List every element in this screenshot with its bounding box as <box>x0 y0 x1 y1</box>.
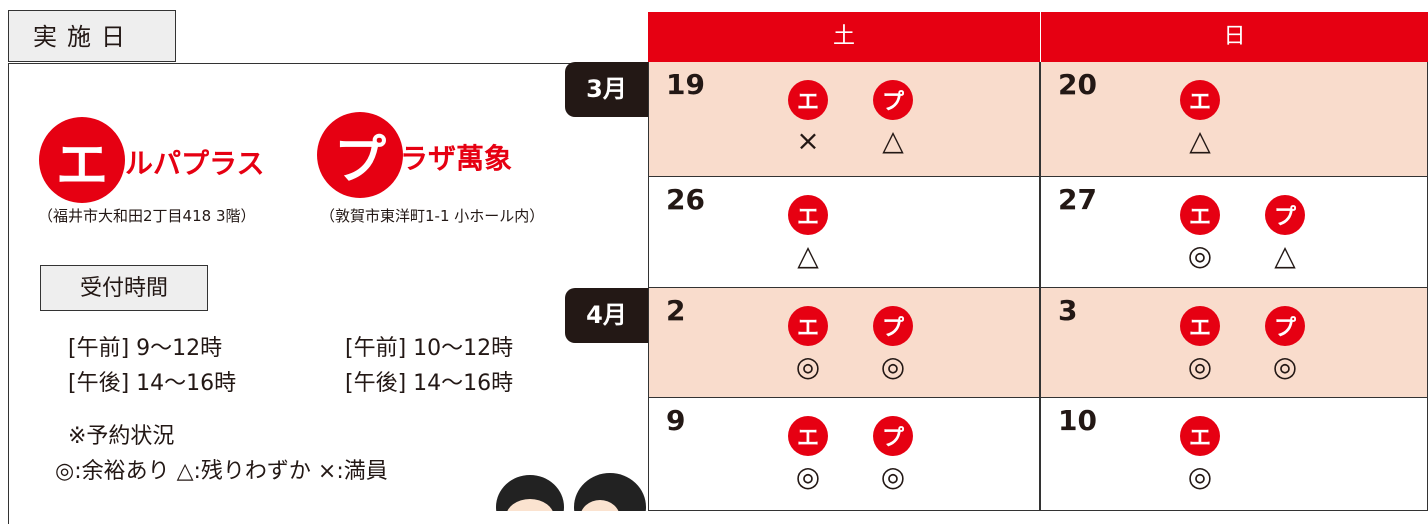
day-cell <box>648 177 1040 288</box>
day-cell <box>1040 288 1428 398</box>
date: 27 <box>1058 183 1097 216</box>
status: × <box>796 124 820 157</box>
status: ◎ <box>880 350 906 383</box>
venue-icon: エ <box>788 80 828 120</box>
venue-logo: エ <box>39 117 125 203</box>
date: 3 <box>1058 294 1078 327</box>
day-cell <box>1040 398 1428 511</box>
status: ◎ <box>795 350 821 383</box>
status: ◎ <box>880 460 906 493</box>
date: 26 <box>666 183 705 216</box>
venue-icon: プ <box>873 416 913 456</box>
venue-icon: プ <box>1265 195 1305 235</box>
status: ◎ <box>1272 350 1298 383</box>
illustration <box>496 473 646 511</box>
day-cell <box>1040 177 1428 288</box>
status: ◎ <box>1187 350 1213 383</box>
status: ◎ <box>1187 239 1213 272</box>
date: 2 <box>666 294 686 327</box>
day-cell <box>1040 62 1428 177</box>
date: 9 <box>666 404 686 437</box>
reception-time: [午後] 14〜16時 <box>68 371 237 396</box>
venue-icon: エ <box>1180 195 1220 235</box>
month-tab: 4月 <box>565 288 648 343</box>
status: ◎ <box>795 460 821 493</box>
venue-icon: プ <box>873 80 913 120</box>
reception-label: 受付時間 <box>40 265 208 311</box>
venue-icon: エ <box>1180 416 1220 456</box>
status: △ <box>1189 124 1211 157</box>
venue-icon: エ <box>1180 306 1220 346</box>
venue-icon: エ <box>1180 80 1220 120</box>
status: △ <box>882 124 904 157</box>
date: 19 <box>666 68 705 101</box>
venue-logo: プ <box>317 112 403 198</box>
venue-icon: エ <box>788 416 828 456</box>
venue-name: ラザ萬象 <box>400 142 513 175</box>
date: 10 <box>1058 404 1097 437</box>
date: 20 <box>1058 68 1097 101</box>
day-cell <box>648 288 1040 398</box>
status: ◎ <box>1187 460 1213 493</box>
venue-icon: エ <box>788 195 828 235</box>
status: △ <box>1274 239 1296 272</box>
left-frame <box>8 63 649 524</box>
venue-icon: プ <box>873 306 913 346</box>
venue-icon: プ <box>1265 306 1305 346</box>
left-header: 実施日 <box>8 10 176 62</box>
day-header: 土 <box>648 12 1040 62</box>
reception-time: [午前] 9〜12時 <box>68 336 223 361</box>
reception-time: [午前] 10〜12時 <box>345 336 514 361</box>
venue-address: （福井市大和田2丁目418 3階） <box>38 207 256 225</box>
venue-address: （敦賀市東洋町1-1 小ホール内） <box>320 207 545 225</box>
note-legend: ◎:余裕あり △:残りわずか ×:満員 <box>55 459 388 484</box>
day-cell <box>648 62 1040 177</box>
day-cell <box>648 398 1040 511</box>
day-header: 日 <box>1040 12 1428 62</box>
venue-icon: エ <box>788 306 828 346</box>
note-title: ※予約状況 <box>68 424 175 449</box>
venue-name: ルパプラス <box>125 147 265 180</box>
status: △ <box>797 239 819 272</box>
month-tab: 3月 <box>565 62 648 117</box>
reception-time: [午後] 14〜16時 <box>345 371 514 396</box>
page: 実施日エルパプラス （福井市大和田2丁目418 3階）プラザ萬象 （敦賀市東洋町1-… <box>8 10 1428 524</box>
